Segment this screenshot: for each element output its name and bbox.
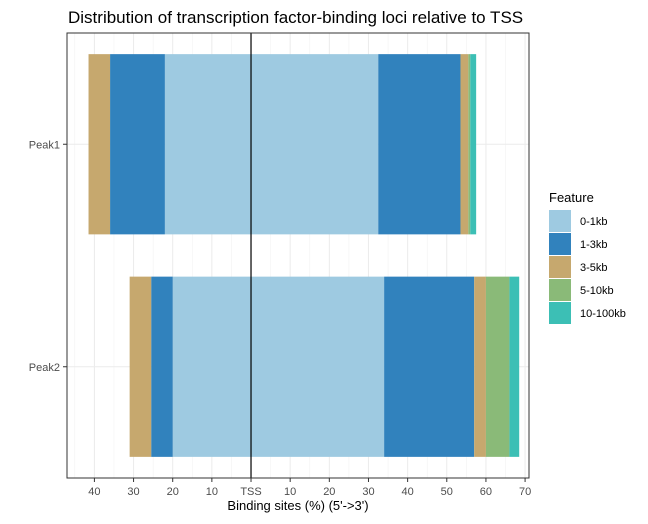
x-tick-label: 10 [284, 486, 296, 498]
bar-segment [468, 54, 471, 235]
x-tick-label: 40 [402, 486, 414, 498]
legend-label: 3-5kb [580, 262, 608, 274]
bars [88, 54, 520, 457]
legend-swatch [549, 279, 571, 301]
bar-segment [251, 276, 385, 457]
bar-segment [470, 54, 477, 235]
x-tick-label: 20 [323, 486, 335, 498]
legend-swatch [549, 233, 571, 255]
legend-swatch [549, 256, 571, 278]
legend-label: 0-1kb [580, 216, 608, 228]
legend-label: 5-10kb [580, 285, 614, 297]
bar-segment [384, 276, 475, 457]
legend-label: 10-100kb [580, 308, 626, 320]
x-axis: 40 30 20 10 TSS 10 20 30 40 50 60 70 [88, 478, 531, 498]
bar-segment [88, 54, 111, 235]
y-axis: Peak1 Peak2 [29, 139, 67, 374]
legend-title: Feature [549, 190, 594, 205]
bar-segment [509, 276, 520, 457]
x-tick-label: 30 [362, 486, 374, 498]
legend-swatch [549, 210, 571, 232]
legend-label: 1-3kb [580, 239, 608, 251]
legend-swatch [549, 302, 571, 324]
bar-segment [172, 276, 252, 457]
bar-segment [110, 54, 165, 235]
bar-segment [129, 276, 152, 457]
y-tick-label: Peak2 [29, 362, 60, 374]
bar-segment [485, 276, 510, 457]
chart-title: Distribution of transcription factor-bin… [68, 8, 523, 27]
legend: Feature 0-1kb 1-3kb 3-5kb 5-10kb 10-100kb [549, 190, 626, 324]
x-tick-label: 10 [206, 486, 218, 498]
bar-segment [460, 54, 469, 235]
bar-segment [474, 276, 486, 457]
x-axis-title: Binding sites (%) (5'->3') [227, 498, 368, 513]
x-tick-label: 40 [88, 486, 100, 498]
bar-segment [151, 276, 173, 457]
x-tick-label: 60 [480, 486, 492, 498]
x-tick-label: 20 [167, 486, 179, 498]
plot-border [66, 32, 530, 479]
x-tick-label: 50 [441, 486, 453, 498]
x-tick-label: TSS [240, 486, 261, 498]
bar-segment [251, 54, 379, 235]
x-tick-label: 30 [127, 486, 139, 498]
y-tick-label: Peak1 [29, 139, 60, 151]
x-tick-label: 70 [519, 486, 531, 498]
bar-segment [164, 54, 252, 235]
bar-segment [378, 54, 461, 235]
